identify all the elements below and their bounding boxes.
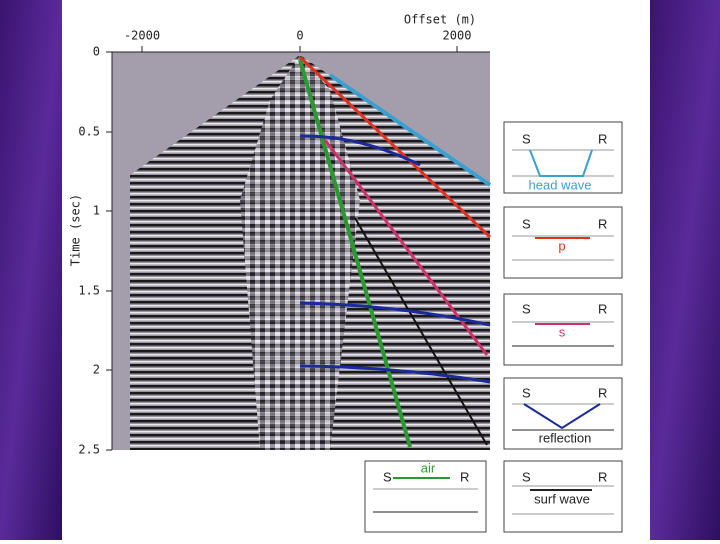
legend-box: S R p [503, 206, 623, 279]
legend-box: S air R [364, 460, 487, 533]
legend-box: S R s [503, 293, 623, 366]
receiver-label: R [598, 385, 607, 400]
source-label: S [522, 131, 531, 146]
receiver-label: R [598, 216, 607, 231]
receiver-label: R [460, 469, 469, 484]
x-tick-label: 0 [296, 29, 303, 43]
source-label: S [522, 469, 531, 484]
x-tick-label: -2000 [124, 29, 160, 43]
legend-box: S R reflection [503, 377, 623, 450]
seismic-record [112, 52, 492, 450]
y-tick-label: 1 [93, 204, 100, 218]
legend-box: S R head wave [503, 121, 623, 194]
border-right [650, 0, 720, 540]
receiver-label: R [598, 301, 607, 316]
wave-label: surf wave [534, 491, 590, 506]
y-tick-label: 2 [93, 363, 100, 377]
border-left [0, 0, 62, 540]
source-label: S [522, 301, 531, 316]
x-tick-label: 2000 [443, 29, 472, 43]
source-label: S [522, 385, 531, 400]
wave-label: head wave [529, 177, 592, 192]
legend-box: S R surf wave [503, 460, 623, 533]
y-tick-label: 0.5 [78, 125, 100, 139]
y-tick-label: 2.5 [78, 443, 100, 457]
receiver-label: R [598, 469, 607, 484]
y-tick-label: 0 [93, 45, 100, 59]
source-label: S [522, 216, 531, 231]
y-axis-label: Time (sec) [69, 194, 83, 266]
axes [106, 46, 490, 451]
y-tick-label: 1.5 [78, 284, 100, 298]
x-axis-label: Offset (m) [404, 13, 476, 27]
wave-label: s [559, 324, 566, 339]
source-label: S [383, 469, 392, 484]
receiver-label: R [598, 131, 607, 146]
wave-label: p [558, 238, 565, 253]
wave-label: reflection [539, 430, 592, 445]
wave-label: air [421, 460, 436, 475]
